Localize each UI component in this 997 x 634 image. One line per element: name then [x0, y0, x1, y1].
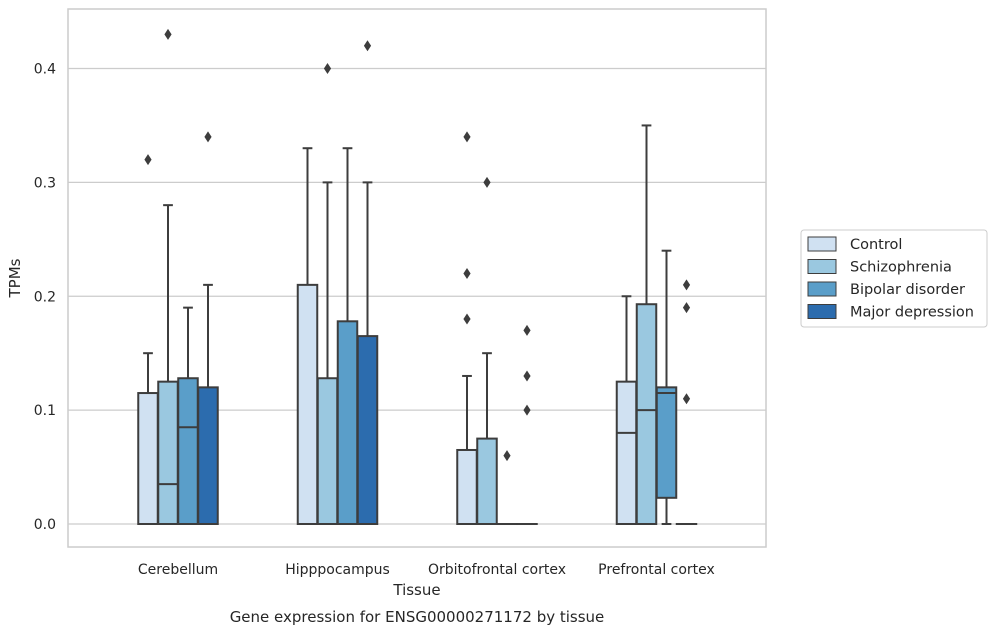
- outlier-point: [503, 450, 511, 462]
- box-group: [675, 279, 698, 526]
- box: [655, 386, 678, 499]
- outlier-point: [523, 404, 531, 416]
- outlier-point: [682, 279, 691, 291]
- x-tick-label: Hipppocampus: [285, 562, 390, 578]
- box: [197, 386, 219, 525]
- x-axis-label: Tissue: [392, 581, 440, 599]
- x-tick-label: Orbitofrontal cortex: [428, 562, 566, 578]
- box: [157, 380, 179, 525]
- y-axis-label: TPMs: [6, 258, 24, 298]
- box-group: [316, 63, 339, 525]
- legend-swatch: [807, 236, 837, 252]
- box: [296, 283, 319, 525]
- box: [615, 380, 638, 525]
- legend-swatch: [807, 304, 837, 319]
- box-group: [356, 40, 379, 526]
- boxes-layer: [137, 28, 698, 526]
- y-tick-label: 0.1: [34, 403, 56, 419]
- box-group: [137, 154, 159, 526]
- outlier-point: [682, 302, 691, 314]
- box-group: [476, 176, 498, 525]
- box: [456, 448, 478, 526]
- outlier-point: [363, 40, 372, 52]
- box: [476, 437, 498, 525]
- x-tick-label: Prefrontal cortex: [598, 562, 715, 578]
- box: [177, 377, 199, 525]
- y-tick-label: 0.3: [34, 175, 56, 191]
- box: [316, 377, 339, 525]
- outlier-point: [682, 393, 691, 405]
- box-group: [655, 249, 678, 525]
- box-group: [296, 147, 319, 525]
- box: [137, 392, 159, 526]
- outlier-point: [463, 267, 471, 279]
- legend-label: Bipolar disorder: [850, 282, 965, 298]
- legend-frame: [800, 229, 988, 328]
- box-group: [635, 124, 658, 525]
- box-group: [197, 131, 219, 525]
- box-group: [456, 131, 478, 526]
- x-tick-labels: Cerebellum Hipppocampus Orbitofrontal cort…: [138, 562, 715, 578]
- legend-label: Major depression: [850, 305, 974, 321]
- legend-label: Control: [850, 237, 902, 253]
- box-group: [615, 295, 638, 525]
- outlier-point: [463, 313, 471, 325]
- y-tick-label: 0.2: [34, 289, 56, 305]
- x-tick-label: Cerebellum: [138, 562, 218, 578]
- chart-caption: Gene expression for ENSG00000271172 by t…: [230, 608, 605, 626]
- box: [356, 335, 379, 526]
- legend-swatch: [807, 281, 837, 297]
- legend: Control Schizophrenia Bipolar disorder Majo…: [800, 229, 988, 328]
- y-tick-label: 0.4: [34, 62, 56, 78]
- outlier-point: [323, 63, 332, 74]
- outlier-point: [463, 131, 471, 143]
- box-group: [516, 324, 538, 526]
- legend-swatch: [807, 259, 837, 274]
- outlier-point: [523, 324, 531, 336]
- box: [635, 303, 658, 525]
- outlier-point: [523, 370, 531, 382]
- box: [336, 320, 359, 525]
- y-tick-labels: 0.0 0.1 0.2 0.3 0.4: [34, 62, 56, 534]
- outlier-point: [204, 131, 212, 143]
- outlier-point: [144, 154, 152, 166]
- legend-label: Schizophrenia: [850, 260, 952, 276]
- outlier-point: [483, 176, 491, 188]
- y-tick-label: 0.0: [34, 517, 56, 533]
- plot-frame: [67, 8, 767, 548]
- outlier-point: [164, 28, 172, 40]
